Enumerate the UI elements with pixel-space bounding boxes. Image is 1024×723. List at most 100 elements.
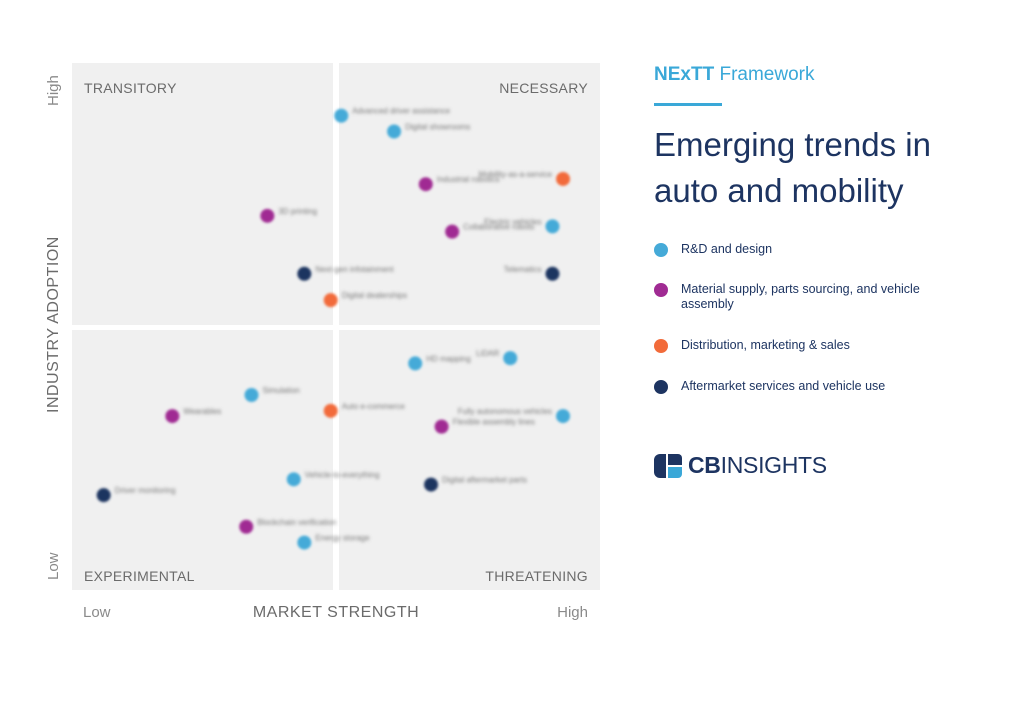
point-marker: [286, 472, 301, 487]
legend-dot: [654, 339, 668, 353]
data-point: Advanced driver assistance: [334, 107, 451, 123]
point-label: Advanced driver assistance: [352, 107, 450, 116]
y-tick-low: Low: [45, 552, 62, 580]
point-label: Industrial robotics: [437, 175, 500, 184]
point-label: Vehicle-to-everything: [305, 470, 380, 479]
point-label: Flexible assembly lines: [453, 418, 535, 427]
point-marker: [334, 108, 349, 123]
legend-item-supply: Material supply, parts sourcing, and veh…: [654, 282, 954, 312]
point-marker: [503, 351, 518, 366]
point-marker: [545, 219, 560, 234]
point-marker: [244, 388, 259, 403]
data-point: Wearables: [165, 407, 221, 424]
legend-dot: [654, 283, 668, 297]
point-marker: [408, 356, 423, 371]
page-title: Emerging trends in auto and mobility: [654, 126, 931, 209]
title-rule: [654, 103, 722, 106]
legend-item-aftermarket: Aftermarket services and vehicle use: [654, 379, 885, 394]
point-label: LiDAR: [476, 349, 499, 358]
point-marker: [424, 477, 439, 492]
data-point: Digital dealerships: [323, 291, 407, 308]
data-point: HD mapping: [408, 354, 471, 371]
x-axis-label: MARKET STRENGTH: [253, 604, 419, 621]
data-point: Electric vehicles: [484, 217, 560, 234]
point-label: HD mapping: [426, 354, 470, 363]
data-point: Digital showrooms: [387, 123, 470, 139]
logo-mark-icon: [654, 453, 682, 478]
framework-name-bold: NExTT: [654, 64, 715, 85]
point-label: Next-gen infotainment: [315, 265, 394, 274]
point-marker: [96, 488, 111, 503]
quadrant-bottom-left: [72, 330, 333, 590]
point-marker: [165, 409, 180, 424]
legend-dot: [654, 380, 668, 394]
legend-dot: [654, 243, 668, 257]
data-points: Advanced driver assistance Digital showro…: [96, 107, 571, 550]
point-marker: [556, 409, 571, 424]
quadrant-label-necessary: NECESSARY: [499, 80, 588, 96]
legend-label: Aftermarket services and vehicle use: [681, 379, 886, 393]
point-label: Digital aftermarket parts: [442, 476, 527, 485]
quadrant-chart: TRANSITORY NECESSARY EXPERIMENTAL THREAT…: [45, 63, 600, 621]
data-point: Telematics: [504, 265, 560, 281]
data-point: LiDAR: [476, 349, 518, 366]
legend-item-distribution: Distribution, marketing & sales: [654, 338, 850, 353]
quadrant-label-transitory: TRANSITORY: [84, 80, 177, 96]
point-label: Energy storage: [315, 534, 370, 543]
point-label: Mobility-as-a-service: [479, 170, 553, 179]
x-tick-low: Low: [83, 604, 111, 621]
data-point: 3D printing: [260, 207, 317, 223]
point-marker: [260, 208, 275, 223]
data-point: Blockchain verification: [239, 518, 336, 534]
legend-label: Material supply, parts sourcing, and veh…: [681, 282, 920, 311]
data-point: Collaborative robots: [445, 223, 534, 239]
x-tick-high: High: [557, 604, 588, 621]
point-label: Fully autonomous vehicles: [458, 407, 552, 416]
point-marker: [387, 124, 402, 139]
y-axis-label: INDUSTRY ADOPTION: [45, 236, 62, 413]
y-tick-high: High: [45, 75, 62, 106]
data-point: Simulation: [244, 386, 300, 403]
logo-text: CBINSIGHTS: [688, 452, 827, 478]
legend-label: Distribution, marketing & sales: [681, 338, 850, 352]
legend-item-rnd: R&D and design: [654, 242, 772, 257]
point-label: Simulation: [263, 386, 300, 395]
point-label: Driver monitoring: [115, 486, 176, 495]
point-marker: [323, 293, 338, 308]
point-marker: [545, 266, 560, 281]
data-point: Fully autonomous vehicles: [458, 407, 571, 424]
framework-title: NExTT Framework: [654, 64, 814, 86]
point-label: Auto e-commerce: [342, 402, 406, 411]
point-label: Digital showrooms: [405, 123, 470, 132]
data-point: Digital aftermarket parts: [424, 476, 527, 492]
quadrant-bottom-right: [339, 330, 600, 590]
data-point: Flexible assembly lines: [434, 418, 535, 434]
data-point: Driver monitoring: [96, 486, 176, 503]
legend-label: R&D and design: [681, 242, 773, 256]
point-marker: [556, 171, 571, 186]
point-marker: [239, 519, 254, 534]
point-marker: [418, 177, 433, 192]
point-marker: [297, 266, 312, 281]
point-label: Collaborative robots: [463, 223, 534, 232]
data-point: Energy storage: [297, 534, 370, 550]
point-marker: [445, 224, 460, 239]
point-marker: [297, 535, 312, 550]
point-label: 3D printing: [278, 207, 317, 216]
data-point: Next-gen infotainment: [297, 265, 394, 281]
data-point: Vehicle-to-everything: [286, 470, 380, 487]
data-point: Mobility-as-a-service: [479, 170, 571, 186]
data-point: Industrial robotics: [418, 175, 500, 192]
point-marker: [323, 403, 338, 418]
point-label: Blockchain verification: [257, 518, 336, 527]
quadrant-top-right: [339, 63, 600, 325]
point-label: Electric vehicles: [484, 217, 541, 226]
point-label: Digital dealerships: [342, 291, 407, 300]
point-label: Wearables: [183, 407, 221, 416]
point-label: Telematics: [504, 265, 542, 274]
quadrant-label-experimental: EXPERIMENTAL: [84, 568, 195, 584]
cb-insights-logo: CBINSIGHTS: [654, 452, 827, 479]
point-marker: [434, 419, 449, 434]
framework-name-rest: Framework: [714, 64, 815, 85]
quadrant-label-threatening: THREATENING: [485, 568, 588, 584]
